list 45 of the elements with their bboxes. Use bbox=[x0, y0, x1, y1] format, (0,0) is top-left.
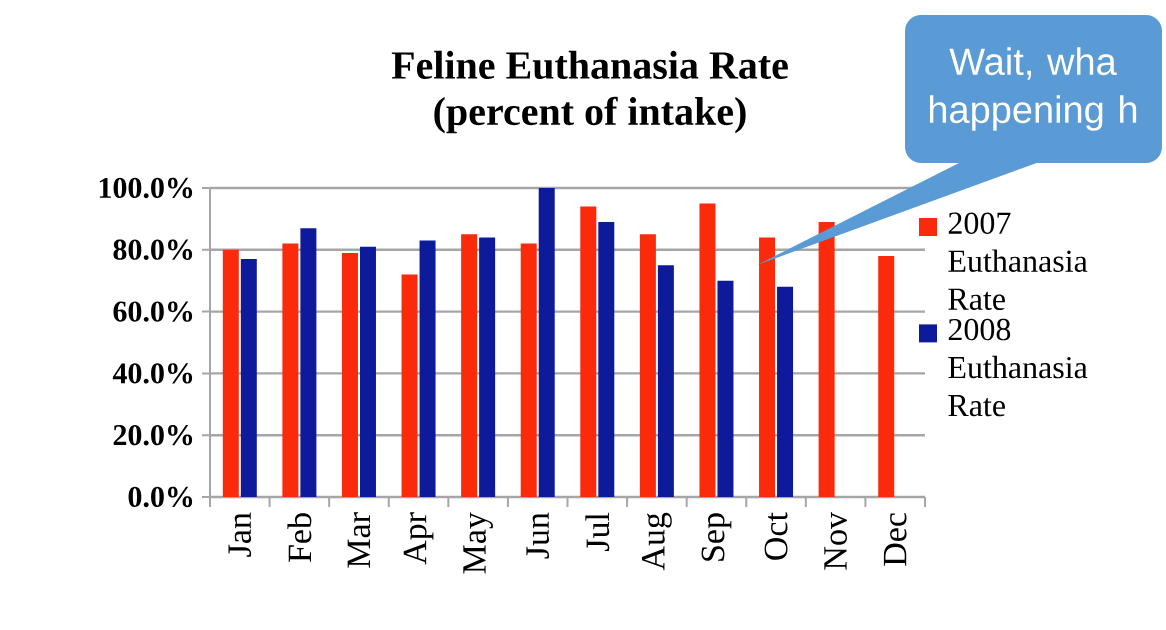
x-tick-label: Feb bbox=[287, 513, 312, 563]
chart-subtitle: (percent of intake) bbox=[434, 96, 746, 134]
bar bbox=[359, 246, 376, 497]
bar bbox=[777, 286, 794, 497]
x-tick-label: Sep bbox=[701, 513, 732, 561]
bar bbox=[717, 280, 734, 497]
text: Wait, wha happening h bbox=[929, 47, 1137, 131]
bar bbox=[341, 252, 358, 497]
y-tick-label: 60.0% bbox=[113, 301, 193, 322]
bar bbox=[479, 237, 496, 497]
bar bbox=[699, 203, 716, 497]
x-tick-label: Nov bbox=[824, 512, 847, 570]
y-tick-label: 0.0% bbox=[128, 486, 193, 508]
bar bbox=[419, 240, 436, 497]
bar bbox=[639, 234, 656, 497]
y-tick-label: 100.0% bbox=[99, 177, 193, 199]
bar bbox=[759, 237, 776, 497]
y-tick-label: 20.0% bbox=[113, 425, 193, 446]
x-tick-label: Jun bbox=[526, 512, 550, 559]
bar bbox=[300, 228, 317, 497]
x-tick-label: Dec bbox=[883, 513, 907, 566]
bar bbox=[878, 255, 895, 497]
bar bbox=[461, 234, 478, 497]
x-tick-label: Oct bbox=[764, 512, 788, 560]
bar bbox=[240, 259, 257, 497]
x-tick-label: Apr bbox=[403, 512, 434, 565]
x-tick-label: Aug bbox=[641, 512, 672, 571]
legend-label: 2007 Euthanasia Rate bbox=[948, 212, 1088, 310]
x-tick-label: Jan bbox=[228, 512, 252, 557]
y-tick-label: 40.0% bbox=[112, 363, 193, 384]
bar bbox=[657, 265, 674, 497]
legend-label: 2008 Euthanasia Rate bbox=[948, 318, 1088, 417]
bar bbox=[580, 206, 597, 497]
bar bbox=[222, 249, 239, 497]
chart-title: Feline Euthanasia Rate bbox=[391, 50, 788, 80]
bar bbox=[538, 187, 555, 497]
bar bbox=[401, 274, 418, 497]
x-tick-label: Jul bbox=[585, 512, 610, 552]
bar bbox=[598, 221, 615, 497]
y-tick-label: 80.0% bbox=[113, 239, 193, 260]
bar bbox=[282, 243, 299, 497]
x-tick-label: Mar bbox=[347, 512, 371, 568]
bar bbox=[520, 243, 537, 497]
bar bbox=[818, 221, 835, 497]
x-tick-label: May bbox=[463, 512, 493, 574]
